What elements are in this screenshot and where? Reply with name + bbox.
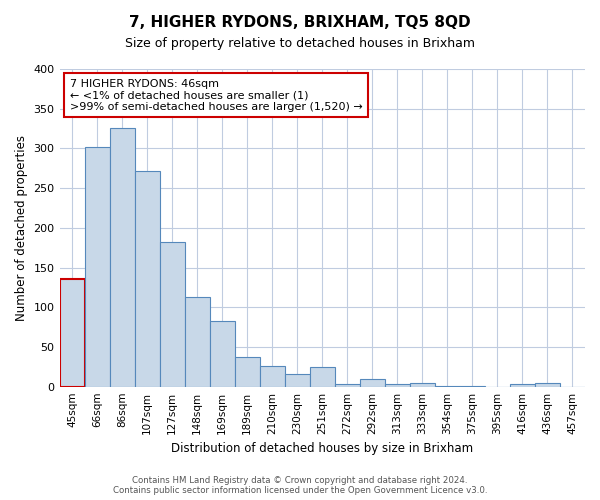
Bar <box>285 374 310 386</box>
Bar <box>510 384 535 386</box>
Text: 7, HIGHER RYDONS, BRIXHAM, TQ5 8QD: 7, HIGHER RYDONS, BRIXHAM, TQ5 8QD <box>129 15 471 30</box>
Bar <box>85 147 110 386</box>
Bar <box>185 297 209 386</box>
Bar <box>360 378 385 386</box>
Text: Contains public sector information licensed under the Open Government Licence v3: Contains public sector information licen… <box>113 486 487 495</box>
X-axis label: Distribution of detached houses by size in Brixham: Distribution of detached houses by size … <box>171 442 473 455</box>
Bar <box>110 128 134 386</box>
Bar <box>410 382 435 386</box>
Text: Contains HM Land Registry data © Crown copyright and database right 2024.: Contains HM Land Registry data © Crown c… <box>132 476 468 485</box>
Text: 7 HIGHER RYDONS: 46sqm
← <1% of detached houses are smaller (1)
>99% of semi-det: 7 HIGHER RYDONS: 46sqm ← <1% of detached… <box>70 78 363 112</box>
Bar <box>235 358 260 386</box>
Bar <box>160 242 185 386</box>
Bar <box>134 172 160 386</box>
Bar <box>535 382 560 386</box>
Bar <box>260 366 285 386</box>
Bar <box>335 384 360 386</box>
Bar <box>310 367 335 386</box>
Text: Size of property relative to detached houses in Brixham: Size of property relative to detached ho… <box>125 38 475 51</box>
Bar <box>59 280 85 386</box>
Bar <box>385 384 410 386</box>
Bar <box>209 321 235 386</box>
Y-axis label: Number of detached properties: Number of detached properties <box>15 135 28 321</box>
